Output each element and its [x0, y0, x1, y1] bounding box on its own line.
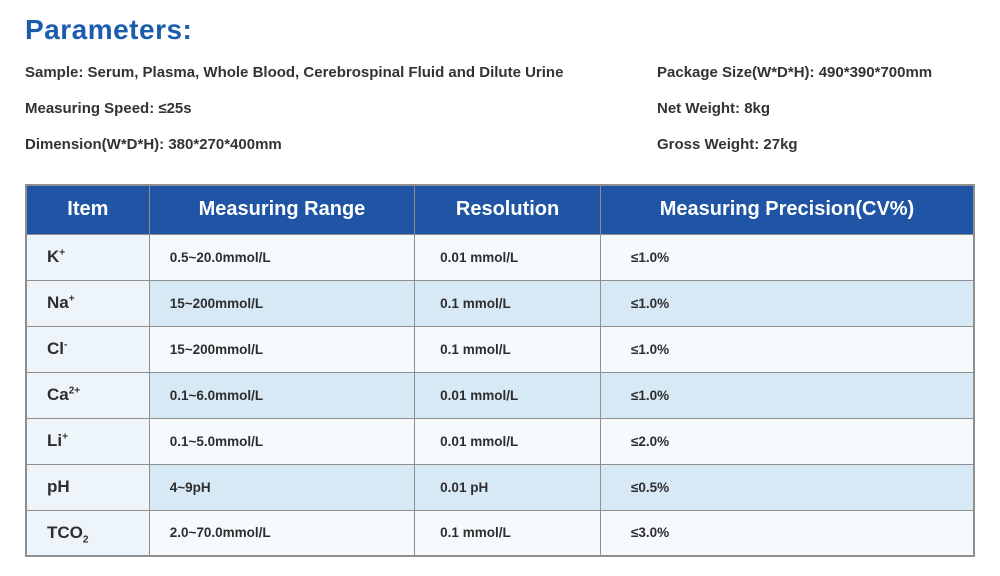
spec-package-size: Package Size(W*D*H): 490*390*700mm: [657, 64, 933, 81]
precision-value: ≤1.0%: [599, 233, 975, 281]
resolution-value: 0.1 mmol/L: [414, 509, 601, 557]
resolution-value: 0.1 mmol/L: [414, 325, 601, 373]
column-header-item: Item: [25, 184, 150, 235]
precision-value: ≤0.5%: [599, 463, 975, 511]
parameters-table: Item Measuring Range Resolution Measurin…: [25, 184, 975, 557]
spec-column-left: Sample: Serum, Plasma, Whole Blood, Cere…: [25, 62, 657, 170]
precision-value: ≤2.0%: [599, 417, 975, 465]
item-label: pH: [25, 463, 150, 511]
resolution-value: 0.01 pH: [414, 463, 601, 511]
precision-value: ≤1.0%: [599, 371, 975, 419]
column-header-measuring-precision: Measuring Precision(CV%): [599, 184, 975, 235]
page-title: Parameters:: [25, 14, 193, 45]
measuring-range-value: 15~200mmol/L: [148, 325, 416, 373]
measuring-range-value: 0.1~5.0mmol/L: [148, 417, 416, 465]
measuring-range-value: 0.5~20.0mmol/L: [148, 233, 416, 281]
table-row-ph: pH 4~9pH 0.01 pH ≤0.5%: [25, 463, 975, 511]
resolution-value: 0.01 mmol/L: [414, 233, 601, 281]
measuring-range-value: 15~200mmol/L: [148, 279, 416, 327]
precision-value: ≤1.0%: [599, 279, 975, 327]
measuring-range-value: 4~9pH: [148, 463, 416, 511]
spec-sheet-page: Parameters: Sample: Serum, Plasma, Whole…: [25, 14, 975, 557]
resolution-value: 0.1 mmol/L: [414, 279, 601, 327]
measuring-range-value: 2.0~70.0mmol/L: [148, 509, 416, 557]
precision-value: ≤1.0%: [599, 325, 975, 373]
table-row-li: Li+ 0.1~5.0mmol/L 0.01 mmol/L ≤2.0%: [25, 417, 975, 465]
resolution-value: 0.01 mmol/L: [414, 417, 601, 465]
spec-gross-weight: Gross Weight: 27kg: [657, 136, 798, 153]
table-row-ca: Ca2+ 0.1~6.0mmol/L 0.01 mmol/L ≤1.0%: [25, 371, 975, 419]
parameters-table-header: Item Measuring Range Resolution Measurin…: [25, 184, 975, 235]
item-label: K+: [25, 233, 150, 281]
spec-column-right: Package Size(W*D*H): 490*390*700mm Net W…: [657, 62, 975, 170]
spec-net-weight: Net Weight: 8kg: [657, 100, 771, 117]
resolution-value: 0.01 mmol/L: [414, 371, 601, 419]
item-label: Ca2+: [25, 371, 150, 419]
spec-summary: Sample: Serum, Plasma, Whole Blood, Cere…: [25, 62, 975, 170]
table-row-tco2: TCO2 2.0~70.0mmol/L 0.1 mmol/L ≤3.0%: [25, 509, 975, 557]
header-row: Item Measuring Range Resolution Measurin…: [25, 184, 975, 235]
parameters-table-body: K+ 0.5~20.0mmol/L 0.01 mmol/L ≤1.0% Na+ …: [25, 233, 975, 557]
spec-dimension: Dimension(W*D*H): 380*270*400mm: [25, 136, 282, 153]
table-row-na: Na+ 15~200mmol/L 0.1 mmol/L ≤1.0%: [25, 279, 975, 327]
item-label: Li+: [25, 417, 150, 465]
spec-sample: Sample: Serum, Plasma, Whole Blood, Cere…: [25, 64, 564, 81]
table-row-cl: Cl- 15~200mmol/L 0.1 mmol/L ≤1.0%: [25, 325, 975, 373]
spec-measuring-speed: Measuring Speed: ≤25s: [25, 100, 192, 117]
column-header-resolution: Resolution: [414, 184, 601, 235]
item-label: Na+: [25, 279, 150, 327]
column-header-measuring-range: Measuring Range: [148, 184, 416, 235]
item-label: TCO2: [25, 509, 150, 557]
precision-value: ≤3.0%: [599, 509, 975, 557]
item-label: Cl-: [25, 325, 150, 373]
table-row-k: K+ 0.5~20.0mmol/L 0.01 mmol/L ≤1.0%: [25, 233, 975, 281]
measuring-range-value: 0.1~6.0mmol/L: [148, 371, 416, 419]
